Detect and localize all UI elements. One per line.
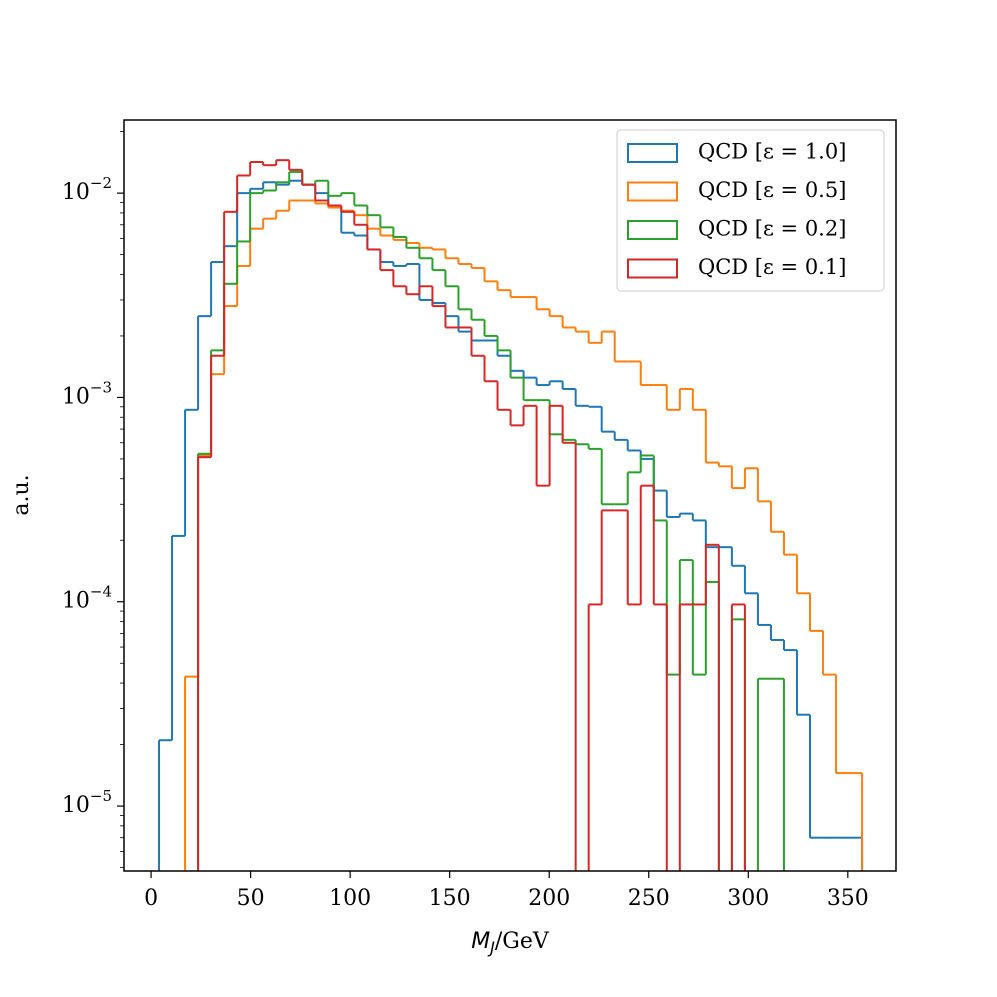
x-tick-label: 250	[628, 886, 670, 911]
legend-label: QCD [ε = 0.1]	[698, 255, 846, 279]
x-tick-label: 100	[329, 886, 371, 911]
x-tick-label: 300	[727, 886, 769, 911]
x-axis-label: MJ/GeV	[471, 929, 550, 957]
legend-swatch	[627, 143, 678, 163]
x-tick-label: 0	[144, 886, 158, 911]
x-tick-label: 350	[827, 886, 869, 911]
legend-swatch	[627, 181, 678, 202]
legend-label: QCD [ε = 0.5]	[698, 178, 846, 202]
plot-area	[158, 159, 864, 871]
y-tick-label: 10−2	[62, 174, 112, 205]
legend-label: QCD [ε = 0.2]	[698, 217, 846, 241]
y-tick-label: 10−4	[62, 583, 112, 614]
y-tick-label: 10−5	[62, 787, 112, 818]
axes-frame	[123, 119, 897, 872]
legend-box	[616, 129, 885, 292]
legend-label: QCD [ε = 1.0]	[698, 140, 846, 164]
y-tick-label: 10−3	[62, 378, 112, 409]
legend-swatch	[627, 258, 678, 279]
x-tick-label: 200	[528, 886, 570, 911]
y-axis-label: a.u.	[9, 474, 34, 515]
x-tick-label: 50	[237, 886, 265, 911]
x-tick-label: 150	[429, 886, 471, 911]
legend-swatch	[627, 220, 678, 240]
